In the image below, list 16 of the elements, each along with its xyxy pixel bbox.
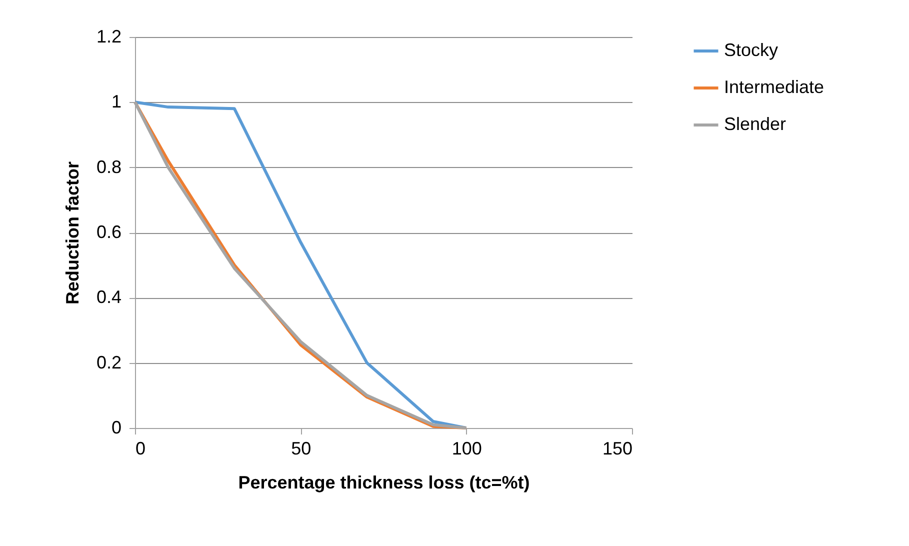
y-tick-label: 0.6 [96, 222, 122, 242]
y-tick-label: 1 [111, 92, 122, 112]
y-tick-label: 0 [111, 418, 122, 438]
x-tick-label: 150 [602, 438, 632, 458]
y-tick-label: 0.4 [96, 287, 122, 308]
legend-label: Intermediate [724, 77, 824, 97]
x-tick-label: 0 [136, 438, 146, 458]
x-tick-label: 100 [452, 438, 482, 458]
y-tick-label: 0.8 [96, 156, 122, 177]
y-tick-label: 0.2 [96, 352, 122, 372]
legend-label: Stocky [724, 40, 778, 60]
x-tick-label: 50 [291, 438, 312, 458]
y-axis-title: Reduction factor [62, 161, 82, 305]
legend-label: Slender [724, 114, 786, 134]
y-tick-label: 1.2 [96, 26, 122, 46]
x-axis-title: Percentage thickness loss (tc=%t) [238, 472, 530, 492]
